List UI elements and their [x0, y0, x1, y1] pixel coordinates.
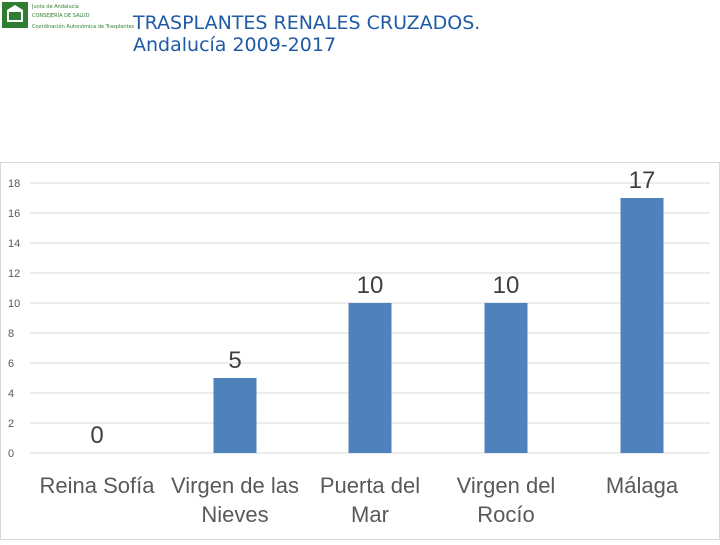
- y-tick-label: 12: [8, 268, 20, 280]
- bar-chart-svg: 0 2 4 6 8 10 12 14 16 18 0 5 10 10 17 Reina Sofía Virg…: [0, 162, 720, 540]
- junta-logo: Junta de Andalucía CONSEJERÍA DE SALUD C…: [2, 2, 134, 34]
- y-tick-label: 6: [8, 358, 14, 370]
- logo-line-2: CONSEJERÍA DE SALUD: [32, 13, 90, 19]
- y-tick-label: 0: [8, 448, 14, 460]
- y-tick-label: 14: [8, 238, 20, 250]
- bar: [348, 303, 392, 453]
- data-label: 10: [493, 272, 520, 299]
- bar-chart: 0 2 4 6 8 10 12 14 16 18 0 5 10 10 17 Reina Sofía Virg…: [0, 162, 720, 540]
- x-category-label: Málaga: [606, 473, 679, 498]
- y-tick-label: 18: [8, 178, 20, 190]
- x-category-label: Nieves: [201, 502, 268, 527]
- data-label: 5: [228, 347, 241, 374]
- junta-emblem-icon: [2, 2, 28, 28]
- title-line-1: TRASPLANTES RENALES CRUZADOS.: [133, 12, 481, 34]
- y-tick-label: 10: [8, 298, 20, 310]
- title-line-2: Andalucía 2009-2017: [133, 34, 337, 56]
- bar: [620, 198, 664, 453]
- bar: [213, 378, 257, 453]
- logo-line-3: Coordinación Autonómica de Trasplantes: [32, 24, 135, 30]
- y-tick-label: 2: [8, 418, 14, 430]
- x-category-label: Puerta del: [320, 473, 420, 498]
- x-category-label: Rocío: [477, 502, 534, 527]
- x-category-label: Reina Sofía: [40, 473, 156, 498]
- y-tick-label: 16: [8, 208, 20, 220]
- logo-line-1: Junta de Andalucía: [32, 4, 79, 10]
- y-tick-label: 8: [8, 328, 14, 340]
- data-label: 10: [357, 272, 384, 299]
- x-category-label: Virgen del: [457, 473, 556, 498]
- bar: [484, 303, 528, 453]
- data-label: 0: [90, 422, 103, 449]
- x-category-label: Mar: [351, 502, 389, 527]
- data-label: 17: [629, 167, 656, 194]
- y-tick-label: 4: [8, 388, 14, 400]
- x-category-label: Virgen de las: [171, 473, 299, 498]
- page-title: TRASPLANTES RENALES CRUZADOS. Andalucía …: [133, 12, 480, 56]
